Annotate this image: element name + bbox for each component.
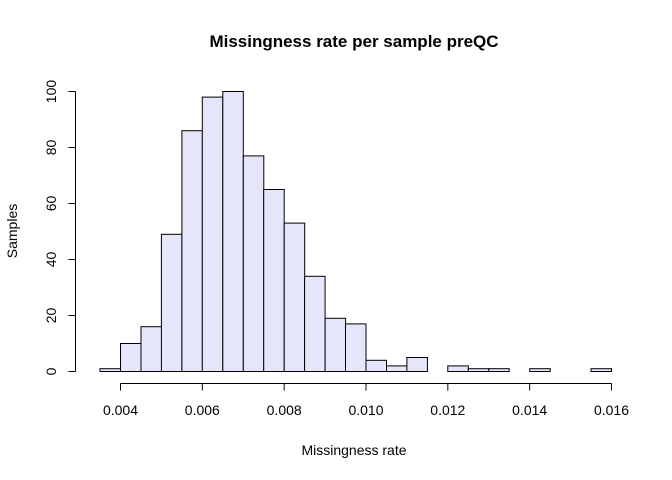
y-tick-label: 40 (43, 252, 59, 268)
y-tick-label: 20 (43, 308, 59, 324)
y-tick-label: 100 (43, 80, 59, 104)
histogram-bar (324, 317, 347, 372)
histogram-bar (345, 323, 367, 372)
histogram-bar (283, 222, 306, 372)
y-tick-label: 0 (43, 367, 59, 375)
histogram-bar (140, 326, 162, 373)
histogram-bar (263, 189, 285, 372)
histogram-bar (447, 365, 469, 372)
histogram-bars (99, 91, 612, 373)
histogram-bar (488, 368, 510, 373)
histogram-bar (406, 357, 428, 372)
y-tick-label: 80 (43, 140, 59, 156)
histogram-bar (160, 233, 183, 372)
y-axis-label: Samples (4, 204, 20, 258)
histogram-bar (304, 275, 326, 372)
histogram-bar (365, 359, 387, 372)
histogram-bar (201, 96, 224, 372)
histogram-bar (590, 368, 612, 373)
y-tick-label: 60 (43, 196, 59, 212)
histogram-bar (222, 91, 244, 372)
x-axis: 0.004 0.006 0.008 0.010 0.012 0.014 0.016 (103, 383, 629, 418)
y-axis: 0 20 40 60 80 100 (43, 80, 76, 375)
x-tick-label: 0.008 (267, 402, 302, 418)
histogram-bar (242, 155, 265, 372)
x-tick-label: 0.006 (185, 402, 220, 418)
histogram-bar (529, 368, 551, 373)
histogram-bar (120, 343, 142, 372)
x-tick-label: 0.004 (103, 402, 138, 418)
chart-title: Missingness rate per sample preQC (209, 32, 498, 51)
x-tick-label: 0.014 (512, 402, 547, 418)
histogram-bar (467, 368, 490, 373)
x-axis-label: Missingness rate (301, 442, 406, 458)
histogram-bar (386, 365, 408, 372)
histogram-bar (99, 368, 121, 373)
x-tick-label: 0.010 (348, 402, 383, 418)
x-tick-label: 0.012 (430, 402, 465, 418)
histogram-bar (181, 130, 203, 372)
x-tick-label: 0.016 (594, 402, 629, 418)
